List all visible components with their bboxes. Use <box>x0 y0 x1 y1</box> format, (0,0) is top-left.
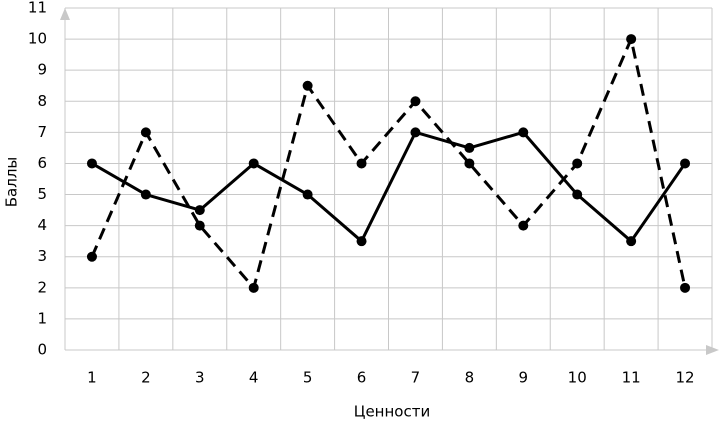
x-tick-label: 8 <box>465 369 475 387</box>
point-marker <box>464 158 475 169</box>
y-tick-label: 8 <box>37 92 47 110</box>
point-marker <box>194 205 205 216</box>
point-marker <box>572 158 583 169</box>
y-tick-label: 5 <box>37 185 47 203</box>
y-tick-label: 6 <box>37 154 47 172</box>
x-tick-label: 4 <box>249 369 259 387</box>
x-axis-label: Ценности <box>354 403 430 421</box>
point-marker <box>410 96 421 107</box>
y-tick-label: 11 <box>28 0 47 17</box>
point-marker <box>680 158 691 169</box>
point-marker <box>680 282 691 293</box>
point-marker <box>302 189 313 200</box>
series-line <box>91 130 687 243</box>
y-tick-label: 4 <box>37 216 47 234</box>
y-axis-label: Баллы <box>3 157 21 208</box>
y-tick-label: 1 <box>37 309 47 327</box>
x-tick-label: 10 <box>568 369 587 387</box>
y-tick-label: 2 <box>37 278 47 296</box>
point-marker <box>410 127 421 138</box>
point-marker <box>248 282 259 293</box>
x-tick-label: 3 <box>195 369 205 387</box>
point-marker <box>86 158 97 169</box>
point-marker <box>572 189 583 200</box>
point-marker <box>626 34 637 45</box>
x-tick-label: 7 <box>411 369 421 387</box>
series-line <box>90 37 687 290</box>
y-tick-label: 0 <box>37 341 47 359</box>
point-marker <box>86 251 97 262</box>
point-marker <box>194 220 205 231</box>
x-tick-label: 2 <box>141 369 151 387</box>
point-marker <box>140 189 151 200</box>
y-tick-label: 10 <box>28 30 47 48</box>
x-tick-label: 11 <box>622 369 641 387</box>
y-tick-label: 9 <box>37 61 47 79</box>
x-tick-label: 6 <box>357 369 367 387</box>
point-marker <box>518 127 529 138</box>
y-tick-label: 7 <box>37 123 47 141</box>
point-marker <box>356 158 367 169</box>
x-tick-label: 12 <box>675 369 694 387</box>
x-tick-label: 1 <box>87 369 97 387</box>
point-marker <box>302 80 313 91</box>
x-tick-label: 9 <box>519 369 529 387</box>
point-marker <box>626 236 637 247</box>
x-tick-label: 5 <box>303 369 313 387</box>
point-marker <box>356 236 367 247</box>
point-marker <box>140 127 151 138</box>
point-marker <box>248 158 259 169</box>
point-marker <box>464 142 475 153</box>
y-tick-label: 3 <box>37 247 47 265</box>
point-marker <box>518 220 529 231</box>
